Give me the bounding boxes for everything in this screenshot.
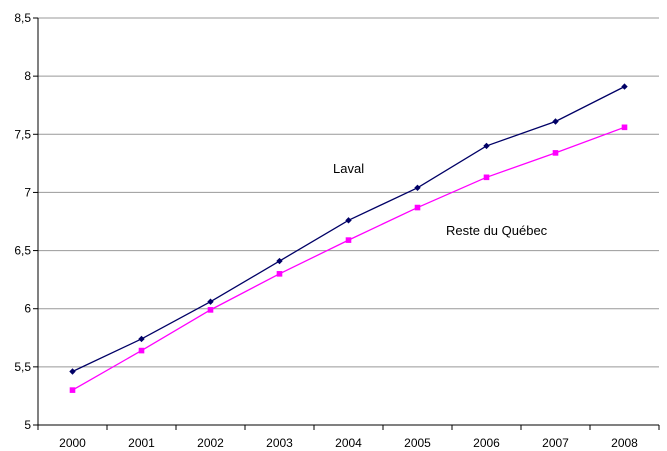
y-tick-label: 5,5: [14, 360, 31, 374]
x-tick-label: 2002: [197, 436, 224, 450]
data-point: [552, 150, 559, 156]
x-tick-label: 2006: [473, 436, 500, 450]
data-point: [138, 335, 145, 343]
data-point: [414, 204, 421, 211]
data-point: [276, 271, 283, 277]
x-tick-label: 2005: [404, 436, 431, 450]
x-tick-label: 2008: [611, 436, 638, 450]
data-point: [621, 83, 628, 90]
axes: [37, 18, 659, 426]
y-tick-label: 7: [24, 185, 31, 199]
data-point: [345, 237, 352, 243]
data-point: [138, 347, 145, 354]
x-tick-label: 2001: [128, 436, 155, 450]
data-point: [69, 368, 76, 375]
data-point: [552, 118, 559, 125]
series-label-laval: Laval: [333, 161, 364, 176]
y-axis-ticks: 5 5,5 6 6,5 7 7,5 8 8,5: [14, 11, 38, 432]
data-point: [345, 217, 352, 224]
data-point: [207, 307, 214, 313]
series-label-reste-du-quebec: Reste du Québec: [446, 223, 548, 238]
grid-lines: [38, 17, 659, 368]
y-tick-label: 8: [24, 69, 31, 83]
data-point: [483, 174, 490, 181]
data-point: [414, 184, 421, 191]
data-point: [483, 142, 490, 150]
data-point: [621, 124, 628, 131]
y-tick-label: 6: [24, 302, 31, 316]
data-point: [207, 298, 214, 305]
y-tick-label: 7,5: [14, 127, 31, 141]
x-tick-label: 2003: [266, 436, 293, 450]
x-tick-label: 2007: [542, 436, 569, 450]
x-tick-label: 2004: [335, 436, 362, 450]
series-group: [69, 83, 628, 393]
x-axis-ticks: 2000 2001 2002 2003 2004 2005 2006 2007 2008: [37, 425, 660, 450]
x-tick-label: 2000: [59, 436, 86, 450]
y-tick-label: 8,5: [14, 11, 31, 25]
y-tick-label: 5: [24, 418, 31, 432]
data-point: [276, 257, 283, 265]
y-tick-label: 6,5: [14, 244, 31, 258]
data-point: [69, 387, 76, 393]
